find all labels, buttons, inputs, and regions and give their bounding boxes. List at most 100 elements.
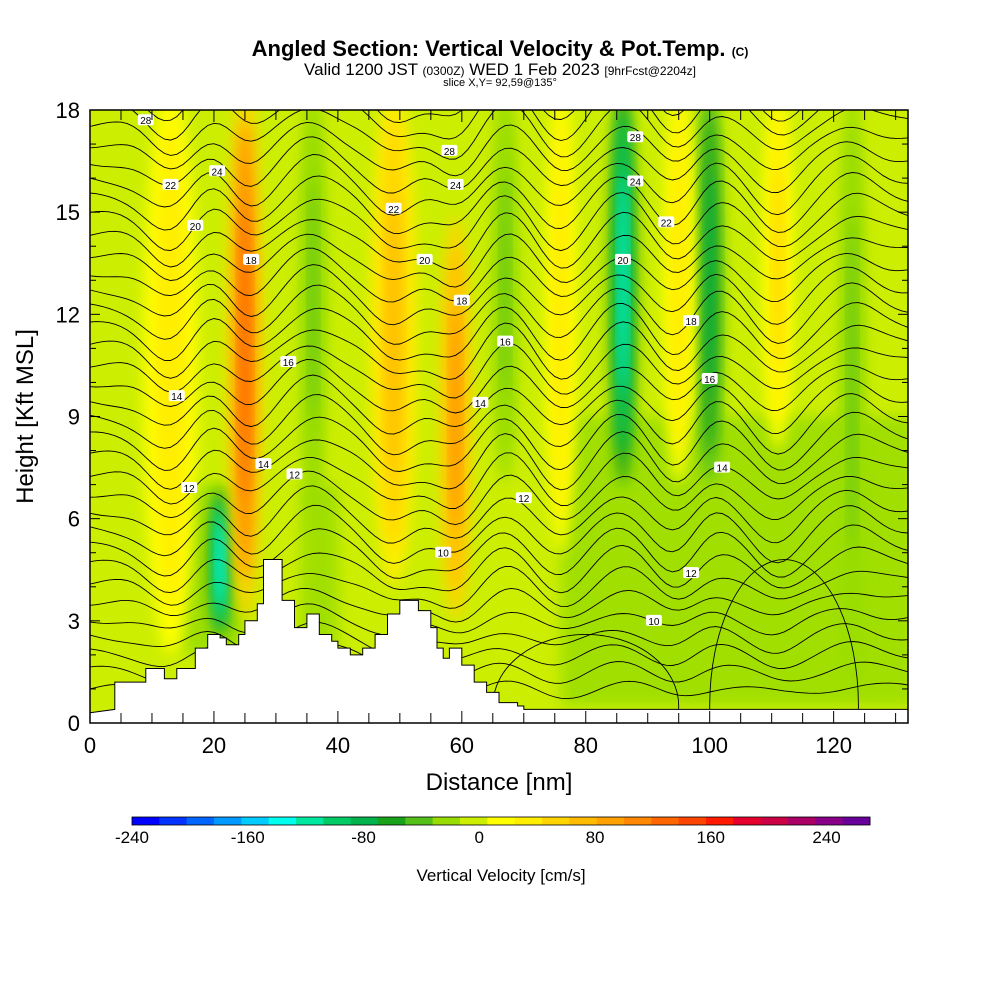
theta-contour-line bbox=[90, 136, 908, 194]
contour-label: 16 bbox=[280, 356, 297, 369]
theta-contour-line bbox=[90, 470, 908, 526]
contour-label-text: 10 bbox=[648, 617, 660, 628]
contour-label: 14 bbox=[472, 396, 489, 410]
contour-label-text: 14 bbox=[717, 464, 729, 475]
theta-contour-line bbox=[90, 342, 908, 399]
x-tick-label: 20 bbox=[202, 733, 226, 758]
contour-label: 20 bbox=[416, 253, 433, 267]
contour-label-text: 28 bbox=[444, 147, 456, 158]
contour-label-text: 20 bbox=[419, 256, 431, 267]
colorbar-tick-label: -80 bbox=[351, 828, 376, 847]
downdraft-column-peak bbox=[309, 178, 317, 420]
contour-label: 28 bbox=[627, 131, 644, 144]
contour-label: 16 bbox=[497, 335, 514, 349]
theta-contour-line bbox=[90, 544, 908, 594]
theta-contour-line bbox=[90, 524, 908, 579]
downdraft-column-peak bbox=[501, 171, 509, 394]
colorbar-frame bbox=[131, 816, 871, 826]
updraft-column-peak bbox=[387, 194, 401, 473]
downdraft-column-peak bbox=[705, 171, 714, 394]
contour-label: 12 bbox=[683, 567, 700, 580]
contour-label: 18 bbox=[683, 315, 700, 328]
theta-contour-line bbox=[90, 565, 908, 609]
subtitle-forecast: [9hrFcst@2204z] bbox=[604, 64, 696, 78]
chart-title-mark: (C) bbox=[731, 45, 749, 59]
updraft-column-peak bbox=[773, 163, 783, 368]
theta-contour-line bbox=[90, 172, 908, 234]
updraft-column-peak bbox=[162, 209, 179, 526]
colorbar-tick-label: 240 bbox=[812, 828, 840, 847]
theta-contour-line bbox=[90, 247, 908, 303]
contour-label-text: 12 bbox=[518, 494, 530, 505]
contour-label: 20 bbox=[614, 253, 631, 267]
contour-label-text: 24 bbox=[450, 181, 462, 192]
subtitle-date: WED 1 Feb 2023 bbox=[469, 60, 600, 79]
theta-contour-line bbox=[90, 110, 908, 160]
contour-label-text: 14 bbox=[258, 460, 270, 471]
contour-label: 12 bbox=[286, 468, 303, 481]
colorbar-tick-label: -160 bbox=[231, 828, 265, 847]
contour-label-text: 28 bbox=[630, 133, 642, 144]
contour-label: 16 bbox=[701, 373, 718, 386]
downdraft-column-peak bbox=[848, 217, 857, 552]
contour-label-text: 16 bbox=[283, 358, 295, 369]
colorbar-swatch bbox=[542, 817, 570, 825]
theta-contour-line bbox=[90, 485, 908, 544]
colorbar-swatch bbox=[296, 817, 324, 825]
contour-label: 24 bbox=[209, 165, 226, 178]
contour-label-text: 16 bbox=[500, 338, 512, 349]
contour-label-text: 14 bbox=[171, 392, 183, 403]
chart-title: Angled Section: Vertical Velocity & Pot.… bbox=[0, 36, 1000, 62]
contour-label-text: 24 bbox=[630, 178, 642, 189]
contour-label-text: 16 bbox=[704, 375, 716, 386]
chart-subtitle: Valid 1200 JST (0300Z) WED 1 Feb 2023 [9… bbox=[0, 60, 1000, 80]
colorbar-swatch bbox=[569, 817, 598, 825]
theta-contour-line bbox=[90, 192, 908, 252]
colorbar-tick-label: 160 bbox=[697, 828, 725, 847]
theta-contour-line bbox=[90, 411, 908, 472]
colorbar-swatch bbox=[186, 817, 215, 825]
colorbar-swatch bbox=[706, 817, 734, 825]
contour-label-text: 20 bbox=[190, 222, 202, 233]
contour-label: 14 bbox=[255, 458, 272, 471]
colorbar-swatch bbox=[405, 817, 434, 825]
updraft-column-peak bbox=[674, 171, 684, 394]
x-tick-label: 120 bbox=[815, 733, 852, 758]
y-tick-label: 6 bbox=[68, 507, 80, 532]
theta-contour-line bbox=[90, 233, 908, 288]
colorbar-swatch bbox=[514, 817, 543, 825]
updraft-column-peak bbox=[451, 307, 460, 530]
subtitle-valid: Valid 1200 JST bbox=[304, 60, 418, 79]
contour-label: 12 bbox=[181, 482, 198, 495]
theta-contour-line bbox=[90, 264, 908, 326]
colorbar-swatch bbox=[596, 817, 625, 825]
updraft-column-peak bbox=[240, 201, 250, 500]
y-tick-label: 15 bbox=[56, 200, 80, 225]
theta-contour-line bbox=[90, 26, 908, 84]
velocity-field: 28 24 22 20 18 16 14 14 12 12 28 24 22 20 18 16 14 12 10 28… bbox=[90, 26, 908, 723]
theta-contour-line bbox=[90, 587, 908, 623]
theta-contour-line bbox=[90, 154, 908, 216]
x-axis-label: Distance [nm] bbox=[426, 769, 573, 796]
contour-label: 18 bbox=[453, 294, 470, 308]
contour-label: 14 bbox=[168, 390, 185, 403]
theta-contour-closed bbox=[709, 559, 859, 723]
x-tick-label: 60 bbox=[450, 733, 474, 758]
contour-label: 14 bbox=[714, 461, 731, 475]
colorbar-swatch bbox=[651, 817, 680, 825]
colorbar-swatch bbox=[378, 817, 406, 825]
contour-label: 20 bbox=[187, 219, 204, 233]
theta-contour-line bbox=[90, 452, 908, 509]
y-axis-label: Height [Kft MSL] bbox=[12, 329, 39, 504]
x-tick-label: 40 bbox=[326, 733, 350, 758]
y-tick-label: 12 bbox=[56, 302, 80, 327]
contour-label-text: 20 bbox=[617, 256, 629, 267]
colorbar-tick-label: -240 bbox=[115, 828, 149, 847]
theta-contour-line bbox=[90, 321, 908, 380]
colorbar-swatch bbox=[487, 817, 516, 825]
x-tick-label: 80 bbox=[574, 733, 598, 758]
colorbar-swatch bbox=[788, 817, 816, 825]
y-tick-label: 3 bbox=[68, 609, 80, 634]
theta-contour-line bbox=[90, 121, 908, 177]
contour-label-text: 18 bbox=[456, 297, 468, 308]
